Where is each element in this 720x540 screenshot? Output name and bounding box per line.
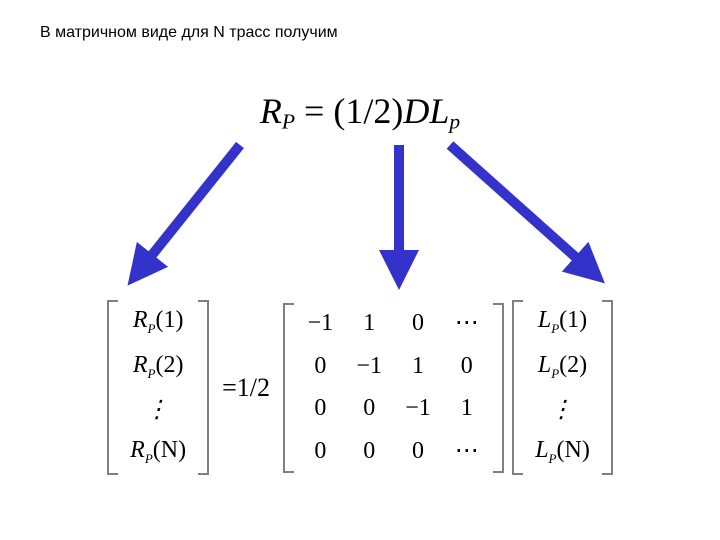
equals-half: =1/2 (216, 373, 276, 403)
D-table: −110⋯0−11000−11000⋯ (296, 303, 491, 473)
left-bracket-icon (106, 300, 120, 475)
Rp-vector: RP(1)RP(2)⋮RP(N) (106, 300, 210, 475)
Lp-vector: LP(1)LP(2)⋮LP(N) (511, 300, 614, 475)
Rp-table: RP(1)RP(2)⋮RP(N) (120, 300, 196, 475)
eq-coeff: (1/2) (333, 91, 403, 131)
page: В матричном виде для N трасс получим RP … (0, 0, 720, 540)
main-equation: RP = (1/2)DLp (0, 90, 720, 134)
eq-L-sub: p (449, 109, 460, 133)
right-bracket-icon (600, 300, 614, 475)
eq-equals: = (304, 91, 333, 131)
Lp-table: LP(1)LP(2)⋮LP(N) (525, 300, 600, 475)
eq-R: R (260, 91, 282, 131)
D-matrix: −110⋯0−11000−11000⋯ (282, 303, 505, 473)
left-bracket-icon (511, 300, 525, 475)
eq-R-sub: P (282, 109, 295, 133)
matrix-equation: RP(1)RP(2)⋮RP(N) =1/2 −110⋯0−11000−11000… (0, 300, 720, 475)
caption-text: В матричном виде для N трасс получим (40, 24, 338, 42)
eq-D: D (403, 91, 429, 131)
right-bracket-icon (491, 303, 505, 473)
left-bracket-icon (282, 303, 296, 473)
right-bracket-icon (196, 300, 210, 475)
eq-L: L (429, 91, 449, 131)
